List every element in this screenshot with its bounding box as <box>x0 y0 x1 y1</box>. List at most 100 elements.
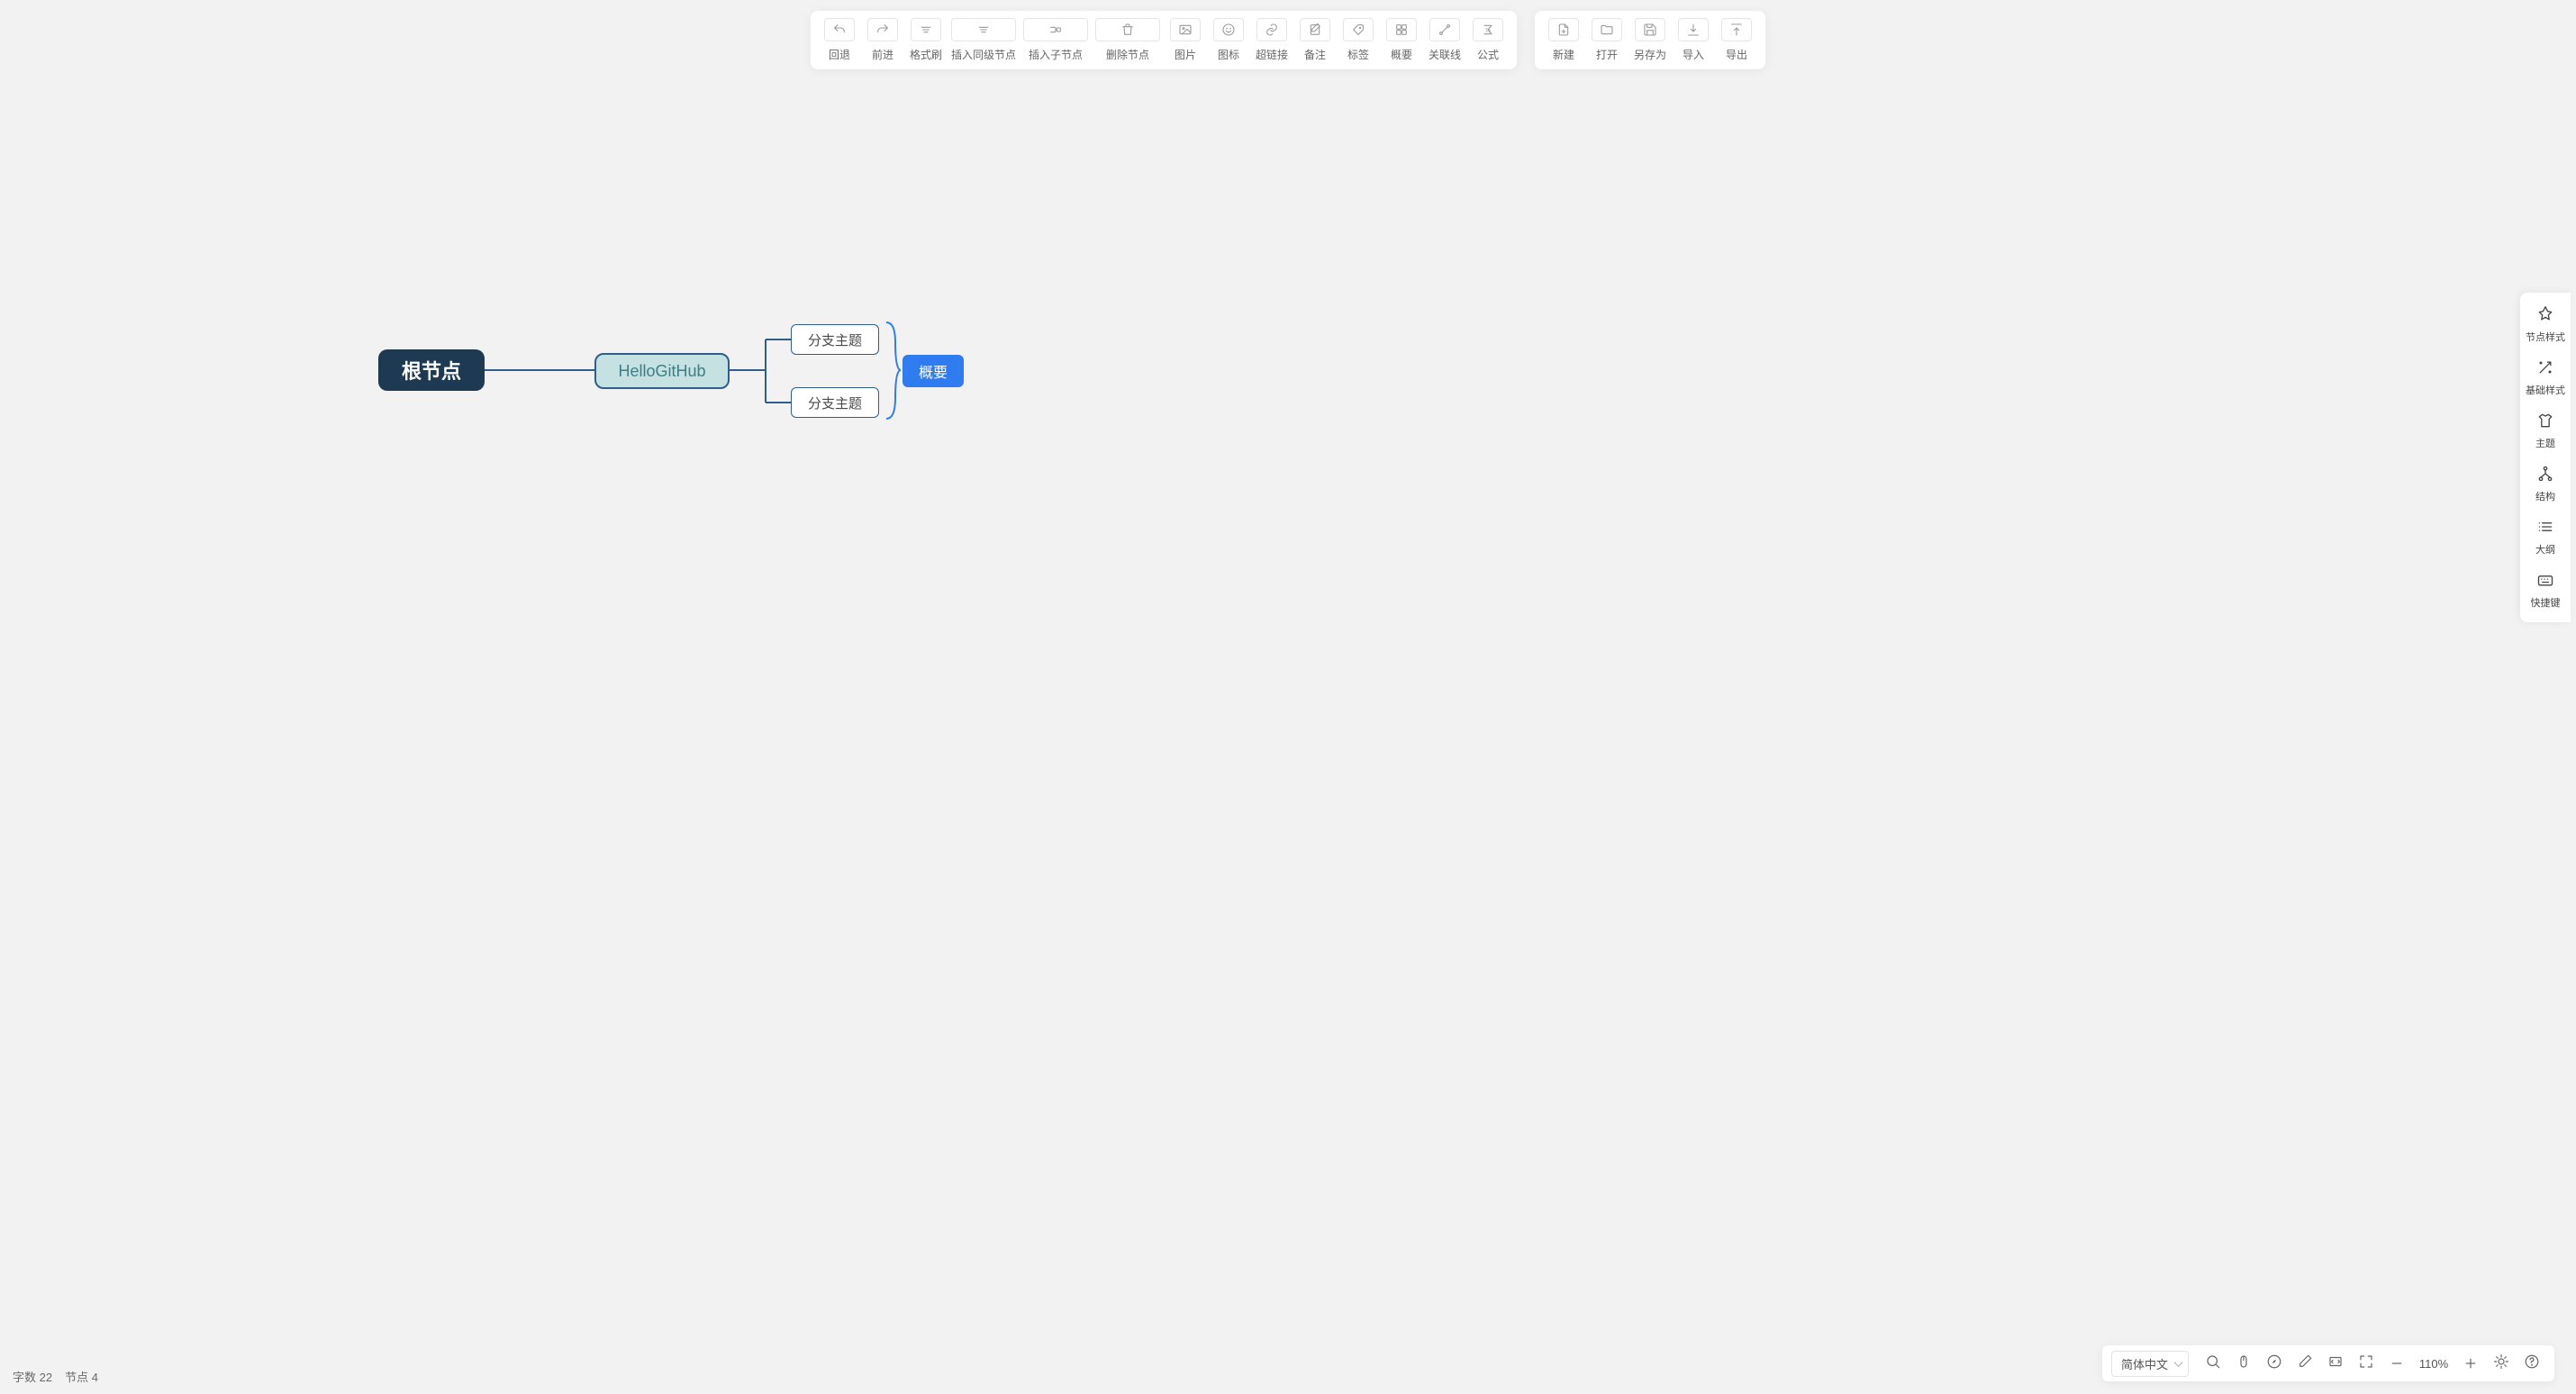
undo-icon <box>824 18 855 41</box>
node-text: 分支主题 <box>808 330 862 349</box>
fit-button[interactable] <box>2322 1350 2349 1377</box>
toolbar-label: 图标 <box>1218 47 1239 62</box>
trash-icon <box>1095 18 1160 41</box>
toolbar-label: 插入同级节点 <box>951 47 1016 62</box>
mindmap-leaf-node[interactable]: 分支主题 <box>791 387 879 418</box>
sidepanel-node-style[interactable]: 节点样式 <box>2520 298 2571 351</box>
search-button[interactable] <box>2200 1350 2227 1377</box>
relation-button[interactable]: 关联线 <box>1423 16 1466 64</box>
toolbar-label: 公式 <box>1477 47 1499 62</box>
toolbar-label: 标签 <box>1347 47 1369 62</box>
new-button[interactable]: 新建 <box>1542 16 1585 64</box>
toolbar-file: 新建打开另存为导入导出 <box>1535 11 1765 69</box>
mindmap-sub-node[interactable]: HelloGitHub <box>594 353 730 389</box>
help-icon <box>2524 1353 2540 1373</box>
tree-icon <box>2536 465 2554 489</box>
toolbar-label: 备注 <box>1304 47 1326 62</box>
insert-sibling-button[interactable]: 插入同级节点 <box>948 16 1020 64</box>
search-icon <box>2205 1353 2221 1373</box>
file-plus-icon <box>1548 18 1579 41</box>
status-nodes: 节点 4 <box>65 1368 98 1385</box>
zoom-out-button[interactable] <box>2383 1350 2410 1377</box>
language-select[interactable]: 简体中文 <box>2111 1351 2189 1377</box>
hyperlink-button[interactable]: 超链接 <box>1250 16 1293 64</box>
format-painter-button[interactable]: 格式刷 <box>904 16 948 64</box>
note-icon <box>1300 18 1330 41</box>
image-button[interactable]: 图片 <box>1164 16 1207 64</box>
summary-icon <box>1386 18 1417 41</box>
svg-text:Σx: Σx <box>1485 29 1491 34</box>
toolbar-label: 插入子节点 <box>1029 47 1083 62</box>
toolbar-label: 关联线 <box>1429 47 1461 62</box>
control-bar: 简体中文 110% <box>2102 1345 2554 1381</box>
mindmap-root-node[interactable]: 根节点 <box>378 349 485 391</box>
fullscreen-button[interactable] <box>2353 1350 2380 1377</box>
sidepanel-structure[interactable]: 结构 <box>2520 457 2571 511</box>
insert-child-button[interactable]: 插入子节点 <box>1020 16 1092 64</box>
summary-button[interactable]: 概要 <box>1380 16 1423 64</box>
sidepanel-label: 结构 <box>2535 489 2555 503</box>
sidepanel-label: 节点样式 <box>2526 330 2565 344</box>
redo-icon <box>867 18 898 41</box>
toolbar-label: 回退 <box>829 47 850 62</box>
import-button[interactable]: 导入 <box>1672 16 1715 64</box>
import-icon <box>1678 18 1709 41</box>
saveas-button[interactable]: 另存为 <box>1628 16 1672 64</box>
delete-node-button[interactable]: 删除节点 <box>1092 16 1164 64</box>
formula-button[interactable]: Σx 公式 <box>1466 16 1510 64</box>
child-icon <box>1023 18 1088 41</box>
open-button[interactable]: 打开 <box>1585 16 1628 64</box>
toolbar-label: 图片 <box>1175 47 1196 62</box>
zoom-in-button[interactable] <box>2457 1350 2484 1377</box>
wand-icon <box>2536 358 2554 383</box>
undo-button[interactable]: 回退 <box>818 16 861 64</box>
link-icon <box>1256 18 1287 41</box>
sidepanel-label: 大纲 <box>2535 542 2555 557</box>
sidepanel-label: 基础样式 <box>2526 383 2565 397</box>
pin-icon <box>2536 305 2554 330</box>
brightness-button[interactable] <box>2488 1350 2515 1377</box>
toolbar-label: 概要 <box>1391 47 1412 62</box>
sibling-icon <box>951 18 1016 41</box>
toolbar-label: 导出 <box>1726 47 1747 62</box>
sun-icon <box>2493 1353 2509 1373</box>
edit-button[interactable] <box>2291 1350 2318 1377</box>
tag-button[interactable]: 标签 <box>1337 16 1380 64</box>
toolbar-label: 超链接 <box>1256 47 1288 62</box>
shirt-icon <box>2536 412 2554 436</box>
edit-icon <box>2297 1353 2313 1373</box>
zoom-level: 110% <box>2414 1357 2454 1371</box>
fullscreen-icon <box>2358 1353 2374 1373</box>
icon-button[interactable]: 图标 <box>1207 16 1250 64</box>
help-button[interactable] <box>2518 1350 2545 1377</box>
note-button[interactable]: 备注 <box>1293 16 1337 64</box>
formula-icon: Σx <box>1473 18 1503 41</box>
folder-icon <box>1592 18 1622 41</box>
fit-icon <box>2327 1353 2344 1373</box>
connector-layer <box>0 0 2576 1394</box>
sidepanel-label: 快捷键 <box>2531 595 2561 610</box>
sidepanel-outline[interactable]: 大纲 <box>2520 511 2571 564</box>
toolbar-label: 删除节点 <box>1106 47 1149 62</box>
node-text: 根节点 <box>402 356 461 385</box>
mouse-button[interactable] <box>2230 1350 2257 1377</box>
sidepanel-base-style[interactable]: 基础样式 <box>2520 351 2571 404</box>
mindmap-leaf-node[interactable]: 分支主题 <box>791 324 879 355</box>
mindmap-summary-node[interactable]: 概要 <box>903 355 964 387</box>
relation-icon <box>1429 18 1460 41</box>
sidepanel-shortcut[interactable]: 快捷键 <box>2520 564 2571 617</box>
toolbar-label: 打开 <box>1596 47 1618 62</box>
export-button[interactable]: 导出 <box>1715 16 1758 64</box>
mindmap-canvas[interactable]: 根节点 HelloGitHub 分支主题 分支主题 概要 <box>0 0 2576 1394</box>
status-chars: 字数 22 <box>13 1368 52 1385</box>
list-icon <box>2536 518 2554 542</box>
node-text: 分支主题 <box>808 394 862 412</box>
keyboard-icon <box>2536 571 2554 595</box>
toolbar-label: 前进 <box>872 47 893 62</box>
redo-button[interactable]: 前进 <box>861 16 904 64</box>
node-text: HelloGitHub <box>618 362 705 381</box>
compass-button[interactable] <box>2261 1350 2288 1377</box>
sidepanel-theme[interactable]: 主题 <box>2520 404 2571 457</box>
format-painter-icon <box>911 18 941 41</box>
save-icon <box>1635 18 1665 41</box>
